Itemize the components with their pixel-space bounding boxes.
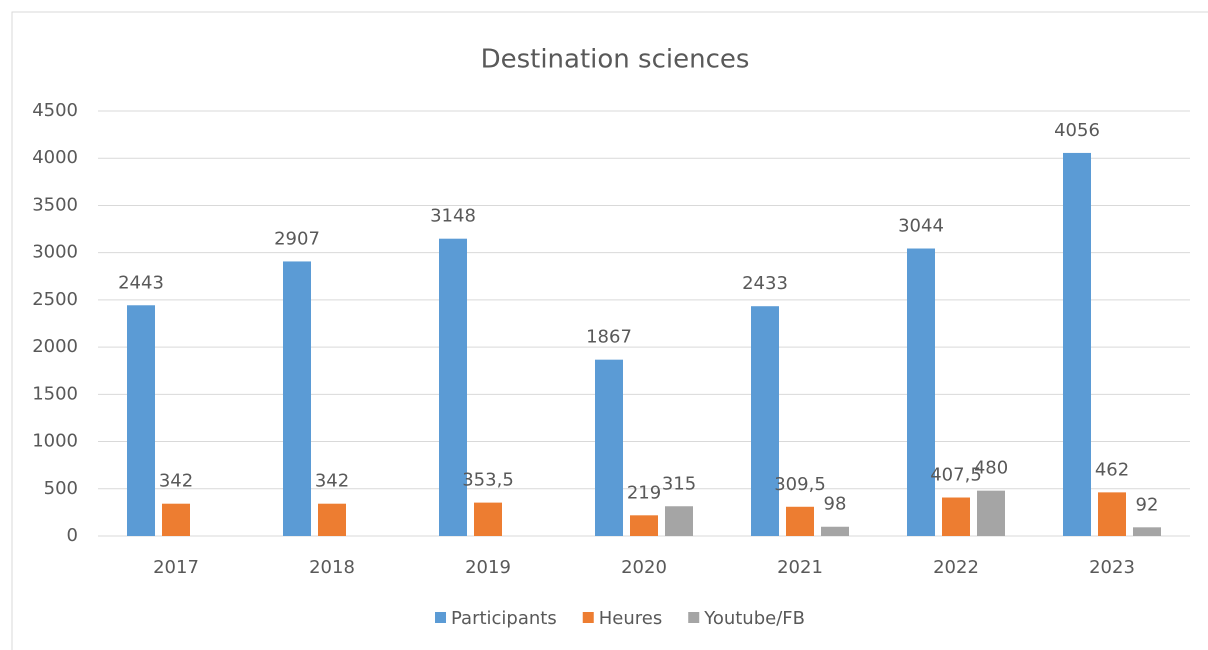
y-tick-label: 500 — [44, 478, 78, 499]
data-label: 353,5 — [462, 470, 514, 491]
bar — [127, 305, 155, 536]
y-tick-label: 2000 — [32, 336, 78, 357]
y-tick-label: 3000 — [32, 242, 78, 263]
bar — [907, 248, 935, 536]
y-tick-label: 1000 — [32, 431, 78, 452]
x-tick-label: 2022 — [933, 557, 979, 578]
bar — [1098, 492, 1126, 536]
bar — [1063, 152, 1091, 536]
bar — [318, 503, 346, 536]
data-label: 309,5 — [774, 474, 826, 495]
data-label: 480 — [974, 458, 1008, 479]
data-label: 3148 — [430, 206, 476, 227]
data-label: 342 — [315, 471, 349, 492]
legend-label: Participants — [451, 608, 557, 629]
bar — [439, 238, 467, 536]
y-tick-label: 3500 — [32, 194, 78, 215]
legend-label: Youtube/FB — [703, 608, 805, 629]
chart-title: Destination sciences — [481, 45, 750, 75]
data-label: 2443 — [118, 272, 164, 293]
data-label: 462 — [1095, 459, 1129, 480]
legend-label: Heures — [599, 608, 662, 629]
bar — [786, 506, 814, 536]
y-tick-label: 4500 — [32, 100, 78, 121]
data-label: 407,5 — [930, 465, 982, 486]
data-label: 315 — [662, 473, 696, 494]
x-tick-label: 2019 — [465, 557, 511, 578]
x-tick-label: 2020 — [621, 557, 667, 578]
bar — [162, 503, 190, 536]
y-tick-label: 0 — [67, 525, 78, 546]
bar — [1133, 527, 1161, 536]
data-label: 2433 — [742, 273, 788, 294]
bar — [630, 515, 658, 536]
legend-swatch — [688, 612, 700, 623]
y-tick-label: 4000 — [32, 147, 78, 168]
y-tick-label: 2500 — [32, 289, 78, 310]
data-label: 2907 — [274, 228, 320, 249]
bar — [474, 502, 502, 536]
y-tick-label: 1500 — [32, 383, 78, 404]
data-label: 219 — [627, 482, 661, 503]
bar — [665, 506, 693, 536]
data-label: 3044 — [898, 216, 944, 237]
data-label: 4056 — [1054, 120, 1100, 141]
bar — [595, 359, 623, 536]
x-tick-label: 2021 — [777, 557, 823, 578]
bar — [942, 497, 970, 536]
x-tick-label: 2023 — [1089, 557, 1135, 578]
bar — [821, 526, 849, 536]
data-label: 342 — [159, 471, 193, 492]
data-label: 92 — [1136, 494, 1159, 515]
legend-swatch — [582, 612, 594, 623]
x-tick-label: 2018 — [309, 557, 355, 578]
bar — [751, 306, 779, 536]
bar — [977, 490, 1005, 536]
bar — [283, 261, 311, 536]
data-label: 1867 — [586, 327, 632, 348]
data-label: 98 — [824, 494, 847, 515]
chart-frame — [11, 11, 1208, 650]
x-tick-label: 2017 — [153, 557, 199, 578]
legend-swatch — [435, 612, 447, 623]
